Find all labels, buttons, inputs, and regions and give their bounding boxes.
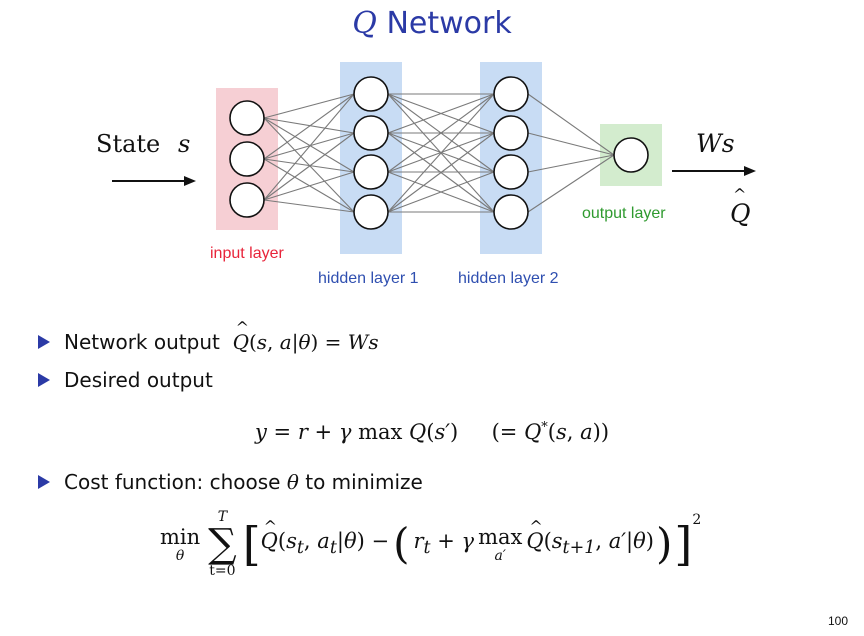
connection-lines <box>263 93 615 213</box>
neuron-node <box>353 154 389 190</box>
bullet-lead: Cost function: choose <box>64 470 281 494</box>
connection-line <box>263 171 355 201</box>
bullet-tail: to minimize <box>305 470 423 494</box>
neuron-node <box>493 76 529 112</box>
neuron-node <box>229 182 265 218</box>
neuron-node <box>493 154 529 190</box>
input-layer-caption: input layer <box>210 245 284 262</box>
connection-line <box>263 117 355 173</box>
output-arrowhead <box>744 166 756 176</box>
bullet-lead: Desired output <box>64 368 213 392</box>
neuron-node <box>353 76 389 112</box>
title-text: Network <box>386 6 512 41</box>
neuron-node <box>493 115 529 151</box>
neuron-node <box>613 137 649 173</box>
desired-output-equation: y = r + γ max Q(s′) (= Q*(s, a)) <box>255 420 610 444</box>
bullet-cost-function: Cost function: choose θ to minimize <box>38 470 423 494</box>
min-operator: min θ <box>160 525 201 564</box>
bullet-desired-output: Desired output <box>38 368 213 392</box>
slide-title: Q Network <box>0 6 864 41</box>
neurons <box>229 76 649 230</box>
output-layer-caption: output layer <box>582 205 666 222</box>
output-qhat: Q <box>730 199 751 228</box>
connection-line <box>263 93 355 201</box>
connection-line <box>263 93 355 160</box>
input-arrowhead <box>184 176 196 186</box>
hidden-layer-2-caption: hidden layer 2 <box>458 270 559 287</box>
title-q: Q <box>352 6 377 41</box>
sum-operator: T ∑ t=0 <box>208 509 237 579</box>
connection-line <box>527 132 615 156</box>
connection-line <box>387 93 495 213</box>
connection-line <box>527 93 615 156</box>
connection-line <box>387 171 495 213</box>
q-network-diagram: State s Ws Q ^ input layer hidden layer … <box>96 62 756 287</box>
state-label: State <box>96 130 160 158</box>
connection-line <box>387 93 495 134</box>
bullet-theta: θ <box>286 470 299 494</box>
bullet-math: Q(s, a|θ) = Ws <box>233 318 379 354</box>
connection-line <box>387 132 495 213</box>
bullet-icon <box>38 475 50 489</box>
neuron-node <box>353 115 389 151</box>
bullet-icon <box>38 373 50 387</box>
neuron-node <box>353 194 389 230</box>
bullet-lead: Network output <box>64 330 220 354</box>
output-qhat-hat: ^ <box>733 185 746 204</box>
bullet-network-output: Network output Q(s, a|θ) = Ws <box>38 318 379 354</box>
connection-line <box>527 154 615 173</box>
cost-equation: min θ T ∑ t=0 [ Q(st, at|θ) − ( rt + γ m… <box>160 510 701 578</box>
neuron-node <box>229 100 265 136</box>
connection-line <box>263 199 355 213</box>
connection-line <box>527 154 615 213</box>
output-ws: Ws <box>696 129 735 158</box>
state-var: s <box>178 130 190 158</box>
connection-line <box>263 93 355 119</box>
neuron-node <box>493 194 529 230</box>
hidden-layer-1-caption: hidden layer 1 <box>318 270 419 287</box>
page-number: 100 <box>827 614 848 628</box>
connection-line <box>263 132 355 160</box>
connection-line <box>387 93 495 173</box>
neuron-node <box>229 141 265 177</box>
bullet-icon <box>38 335 50 349</box>
connection-line <box>263 158 355 173</box>
connection-line <box>263 117 355 134</box>
connection-line <box>263 132 355 201</box>
